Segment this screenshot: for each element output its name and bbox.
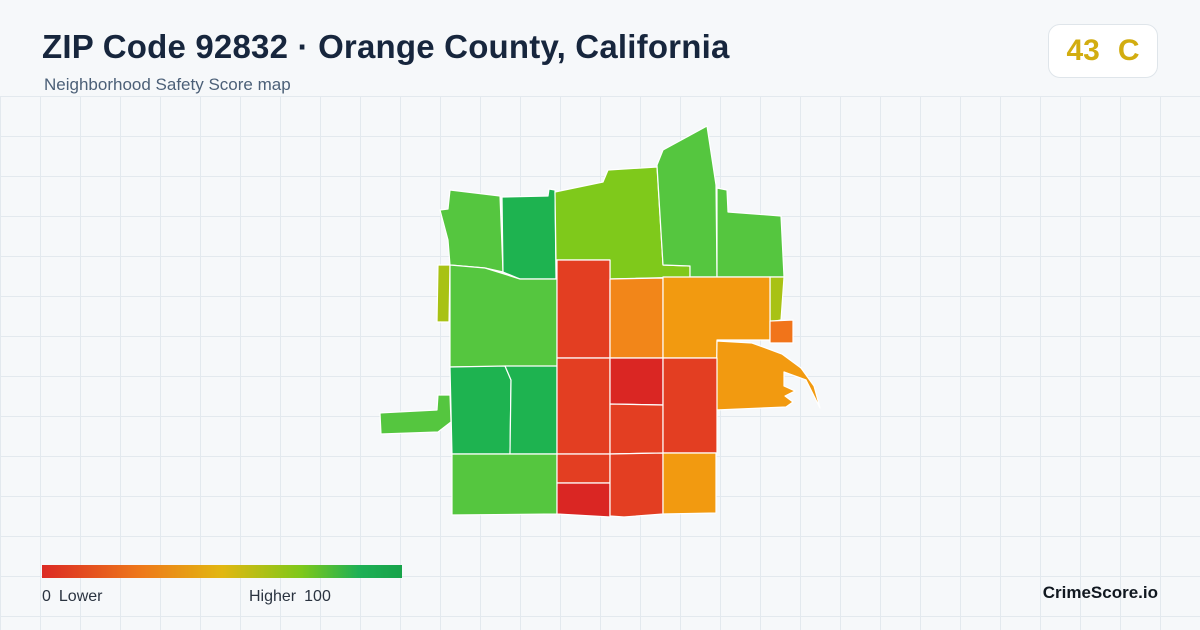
page-title: ZIP Code 92832 · Orange County, Californ…	[42, 28, 730, 65]
map-region[interactable]	[656, 125, 718, 278]
map-region[interactable]	[501, 188, 557, 280]
brand-logo-text[interactable]: CrimeScore.io	[1042, 583, 1158, 602]
map-region[interactable]	[556, 259, 611, 359]
map-region[interactable]	[504, 365, 558, 455]
legend-max-value: 100	[304, 588, 331, 605]
map-region[interactable]	[609, 357, 664, 406]
map-region[interactable]	[449, 365, 512, 455]
map-region[interactable]	[609, 452, 664, 518]
map-region[interactable]	[715, 340, 821, 411]
legend-max-label: Higher	[249, 588, 297, 605]
map-region[interactable]	[556, 482, 611, 518]
map-region[interactable]	[716, 187, 785, 278]
safety-score-grade: C	[1117, 34, 1140, 67]
legend-min: 0 Lower	[42, 588, 102, 606]
safety-score-value: 43	[1066, 34, 1100, 67]
map-region[interactable]	[451, 453, 558, 516]
map-region[interactable]	[436, 264, 451, 323]
map-region[interactable]	[769, 319, 794, 344]
map-region[interactable]	[556, 357, 611, 455]
map-region[interactable]	[439, 189, 504, 273]
map-region[interactable]	[609, 403, 664, 455]
map-region[interactable]	[556, 453, 611, 484]
map-region[interactable]	[662, 357, 718, 454]
page-subtitle: Neighborhood Safety Score map	[44, 75, 291, 94]
map-region[interactable]	[662, 452, 717, 515]
legend-max: Higher 100	[249, 588, 331, 606]
legend-min-label: Lower	[58, 588, 103, 605]
legend-min-value: 0	[42, 588, 51, 605]
map-region[interactable]	[449, 264, 558, 368]
map-region[interactable]	[769, 276, 785, 323]
map-region[interactable]	[379, 394, 452, 435]
safety-score-badge: 43 C	[1048, 24, 1158, 78]
map-region[interactable]	[609, 277, 664, 359]
legend-color-scale	[42, 565, 402, 578]
